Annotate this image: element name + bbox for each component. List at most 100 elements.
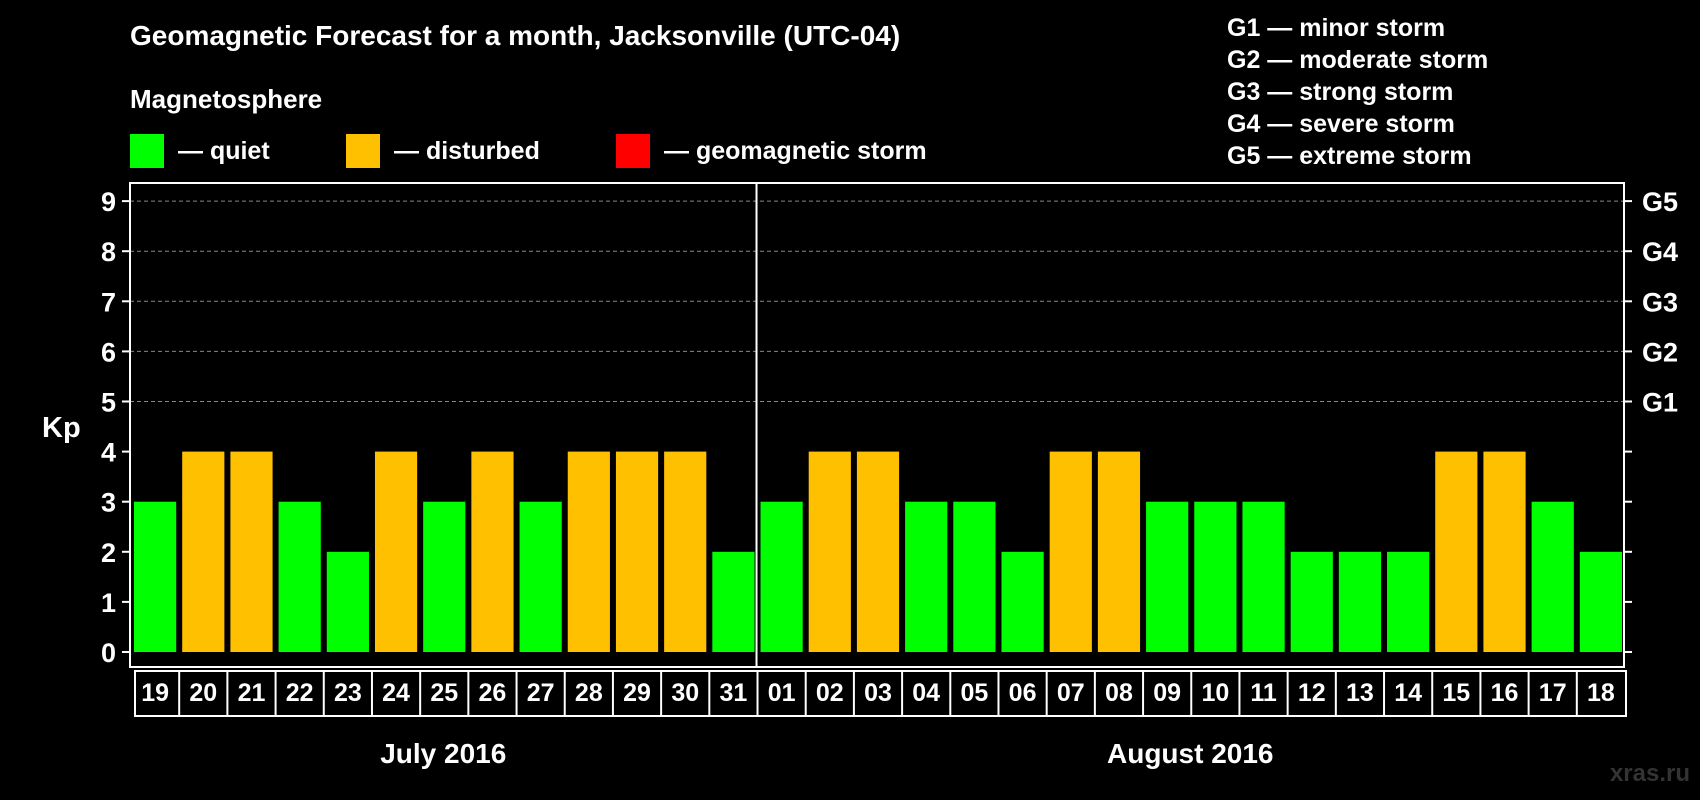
legend-swatch-disturbed [346,134,380,168]
ytick-label-3: 3 [101,488,116,518]
day-label-15: 15 [1442,679,1470,707]
chart-title: Geomagnetic Forecast for a month, Jackso… [130,20,901,51]
bar-26 [471,451,514,652]
bar-21 [230,451,273,652]
storm-scale-g1: G1 — minor storm [1227,14,1446,42]
bar-15 [1435,451,1478,652]
legend-item-quiet: — quiet [130,134,270,168]
storm-scale-g2: G2 — moderate storm [1227,46,1489,74]
bar-25 [423,501,466,652]
bar-22 [278,501,321,652]
g-label-G5: G5 [1642,187,1678,217]
bar-05 [953,501,996,652]
day-label-07: 07 [1057,679,1085,707]
watermark: xras.ru [1609,760,1690,787]
day-label-01: 01 [768,679,796,707]
bar-28 [567,451,610,652]
storm-scale-list: G1 — minor storm G2 — moderate storm G3 … [1227,12,1488,172]
bar-19 [134,501,177,652]
ytick-label-7: 7 [101,287,116,317]
ytick-label-5: 5 [101,388,116,418]
bar-27 [519,501,562,652]
bar-31 [712,551,755,652]
day-label-22: 22 [286,679,314,707]
day-label-10: 10 [1201,679,1229,707]
day-label-30: 30 [671,679,699,707]
bar-24 [374,451,418,652]
day-label-20: 20 [189,679,217,707]
bar-04 [905,501,948,652]
day-label-08: 08 [1105,679,1133,707]
legend-item-disturbed: — disturbed [346,134,540,168]
day-label-18: 18 [1587,679,1615,707]
month-label-2: August 2016 [1107,738,1274,769]
day-label-row [134,670,1627,717]
day-label-05: 05 [960,679,988,707]
bar-13 [1338,551,1382,652]
day-label-16: 16 [1491,679,1519,707]
legend-swatch-quiet [130,134,164,168]
day-label-02: 02 [816,679,844,707]
plot-frame [129,182,1625,668]
day-label-21: 21 [238,679,266,707]
legend-label-disturbed: — disturbed [394,136,540,165]
legend-item-storm: — geomagnetic storm [616,134,927,168]
bar-11 [1242,501,1285,652]
bar-17 [1531,501,1574,652]
day-label-17: 17 [1539,679,1567,707]
day-label-09: 09 [1153,679,1181,707]
day-label-24: 24 [382,679,410,707]
day-label-04: 04 [912,679,940,707]
legend-swatch-storm [616,134,650,168]
storm-scale-g5: G5 — extreme storm [1227,142,1472,170]
legend-label-storm: — geomagnetic storm [664,136,927,165]
bar-09 [1146,501,1189,652]
bar-03 [856,451,900,652]
g-label-G1: G1 [1642,388,1678,418]
day-label-19: 19 [141,679,169,707]
day-label-31: 31 [720,679,748,707]
g-label-G3: G3 [1642,287,1678,317]
day-label-26: 26 [479,679,507,707]
storm-scale-g3: G3 — strong storm [1227,78,1454,106]
day-label-14: 14 [1394,679,1422,707]
bar-20 [182,451,225,652]
ytick-label-4: 4 [101,438,116,468]
bar-30 [664,451,707,652]
bar-12 [1290,551,1333,652]
ytick-label-8: 8 [101,237,116,267]
bar-10 [1194,501,1237,652]
bar-14 [1387,551,1430,652]
y-axis-label: Kp [42,412,81,444]
bar-08 [1097,451,1141,652]
g-label-G2: G2 [1642,337,1678,367]
ytick-label-6: 6 [101,337,116,367]
bar-06 [1001,551,1044,652]
day-label-11: 11 [1250,679,1277,707]
ytick-label-0: 0 [101,638,116,668]
bar-07 [1049,451,1092,652]
month-label-1: July 2016 [380,738,506,769]
bar-29 [615,451,659,652]
chart-subtitle: Magnetosphere [130,84,323,114]
legend-label-quiet: — quiet [178,136,270,165]
day-label-28: 28 [575,679,603,707]
bar-01 [760,501,803,652]
ytick-label-2: 2 [101,538,116,568]
day-label-23: 23 [334,679,362,707]
day-label-03: 03 [864,679,892,707]
day-label-27: 27 [527,679,555,707]
bar-23 [326,551,369,652]
day-label-06: 06 [1009,679,1037,707]
g-label-G4: G4 [1642,237,1678,267]
day-label-12: 12 [1298,679,1326,707]
day-label-25: 25 [430,679,458,707]
bar-16 [1483,451,1526,652]
day-label-13: 13 [1346,679,1374,707]
ytick-label-1: 1 [101,588,116,618]
day-label-29: 29 [623,679,651,707]
bar-02 [808,451,851,652]
storm-scale-g4: G4 — severe storm [1227,110,1455,138]
bar-18 [1579,551,1622,652]
